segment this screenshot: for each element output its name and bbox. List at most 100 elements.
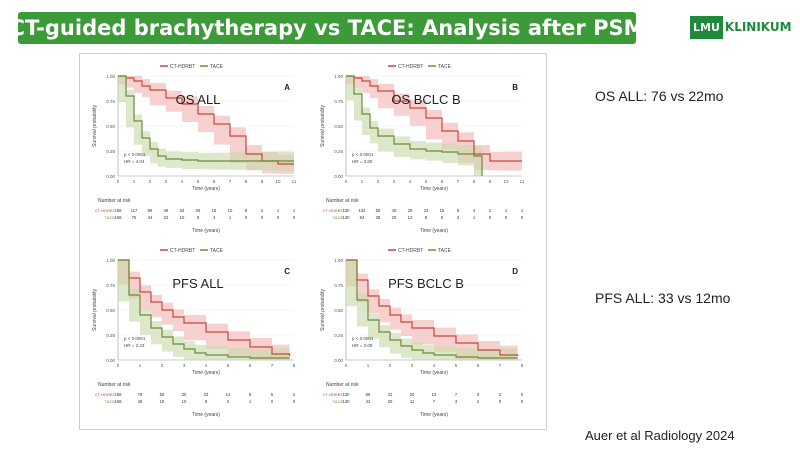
y-tick-label: 0.50 [334, 124, 343, 129]
risk-row-name: TACE [105, 215, 116, 220]
risk-value: 0 [499, 399, 502, 404]
panel-title: OS ALL [176, 92, 221, 107]
panel-b: CT-HDRBT TACE 0.00 0.25 0.50 0.75 1.00 0 1 2 3 4 5 6 7… [316, 60, 532, 242]
risk-value: 0 [489, 215, 492, 220]
x-tick-label: 5 [227, 363, 230, 368]
risk-value: 104 [359, 208, 367, 213]
p-value: p < 0.0001 [124, 336, 146, 341]
x-tick-label: 1 [361, 179, 364, 184]
risk-value: 3 [455, 399, 458, 404]
risk-value: 3 [457, 215, 460, 220]
risk-value: 0 [277, 215, 280, 220]
risk-value: 48 [138, 399, 143, 404]
risk-value: 0 [245, 215, 248, 220]
legend-label-ct: CT-HDRBT [170, 248, 195, 254]
x-tick-label: 10 [503, 179, 509, 184]
x-tick-label: 2 [149, 179, 152, 184]
risk-value: 1 [505, 208, 508, 213]
y-tick-label: 1.00 [106, 74, 115, 79]
x-tick-label: 1 [133, 179, 136, 184]
risk-value: 2 [261, 208, 264, 213]
x-tick-label: 5 [455, 363, 458, 368]
risk-value: 7 [433, 399, 436, 404]
risk-value: 31 [388, 392, 393, 397]
risk-value: 34 [180, 208, 185, 213]
risk-value: 10 [182, 399, 187, 404]
risk-value: 30 [182, 392, 187, 397]
y-tick-label: 1.00 [106, 258, 115, 263]
ci-band-ct [118, 260, 290, 360]
risk-value: 69 [366, 392, 371, 397]
p-value: p < 0.0001 [352, 336, 374, 341]
y-tick-label: 0.75 [106, 283, 115, 288]
km-curve-tace [346, 75, 483, 176]
risk-row-name: TACE [333, 215, 344, 220]
risk-value: 1 [277, 208, 280, 213]
x-tick-label: 7 [229, 179, 232, 184]
risk-x-label: Time (years) [420, 412, 448, 418]
x-axis-label: Time (years) [192, 370, 220, 376]
risk-value: 0 [521, 399, 524, 404]
km-figure: CT-HDRBT TACE 0.00 0.25 0.50 0.75 1.00 0 1 2 3 4 5 6 7… [79, 53, 547, 430]
x-tick-label: 2 [389, 363, 392, 368]
risk-value: 18 [212, 208, 217, 213]
risk-value: 64 [360, 215, 365, 220]
risk-value: 156 [115, 392, 123, 397]
x-tick-label: 4 [409, 179, 412, 184]
risk-value: 14 [226, 392, 231, 397]
km-curve-tace [346, 259, 518, 359]
risk-value: 156 [115, 215, 123, 220]
y-axis-label: Survival probability [92, 289, 98, 331]
risk-value: 6 [197, 215, 200, 220]
risk-row-name: CT-HDRBT [323, 392, 344, 397]
x-axis-label: Time (years) [420, 186, 448, 192]
x-tick-label: 0 [117, 179, 120, 184]
hazard-ratio: HR = 4.04 [124, 159, 145, 164]
risk-value: 20 [388, 399, 393, 404]
ci-band-tace [118, 260, 290, 360]
x-tick-label: 4 [181, 179, 184, 184]
ci-band-ct [118, 76, 294, 174]
risk-value: 48 [164, 208, 169, 213]
risk-value: 4 [473, 208, 476, 213]
legend-label-ct: CT-HDRBT [398, 64, 423, 70]
x-tick-label: 3 [393, 179, 396, 184]
risk-row-name: CT-HDRBT [323, 208, 344, 213]
note-pfs-all: PFS ALL: 33 vs 12mo [595, 290, 731, 306]
x-tick-label: 8 [245, 179, 248, 184]
y-tick-label: 0.25 [106, 333, 115, 338]
risk-value: 23 [204, 392, 209, 397]
risk-value: 130 [343, 399, 351, 404]
risk-value: 29 [408, 208, 413, 213]
risk-value: 10 [228, 208, 233, 213]
risk-row-name: TACE [105, 399, 116, 404]
x-tick-label: 8 [473, 179, 476, 184]
risk-value: 1 [229, 215, 232, 220]
x-tick-label: 6 [213, 179, 216, 184]
risk-table-label: Number at risk [326, 198, 359, 204]
x-tick-label: 1 [139, 363, 142, 368]
note-os-all: OS ALL: 76 vs 22mo [595, 88, 724, 104]
ci-band-ct [346, 260, 518, 360]
km-curve-ct [118, 75, 294, 165]
risk-value: 8 [249, 392, 252, 397]
risk-row-name: CT-HDRBT [95, 208, 116, 213]
x-tick-label: 9 [489, 179, 492, 184]
legend-label-tace: TACE [210, 248, 224, 254]
legend-label-ct: CT-HDRBT [170, 64, 195, 70]
panel-title: PFS BCLC B [388, 276, 464, 291]
hazard-ratio: HR = 2.23 [124, 343, 145, 348]
x-tick-label: 3 [183, 363, 186, 368]
risk-value: 20 [392, 215, 397, 220]
risk-value: 2 [227, 399, 230, 404]
legend-label-ct: CT-HDRBT [398, 248, 423, 254]
risk-value: 1 [249, 399, 252, 404]
x-tick-label: 2 [377, 179, 380, 184]
risk-value: 2 [489, 208, 492, 213]
x-axis-label: Time (years) [192, 186, 220, 192]
y-tick-label: 0.00 [334, 174, 343, 179]
risk-value: 5 [271, 392, 274, 397]
risk-value: 10 [180, 215, 185, 220]
risk-table-label: Number at risk [326, 382, 359, 388]
y-tick-label: 0.25 [334, 333, 343, 338]
